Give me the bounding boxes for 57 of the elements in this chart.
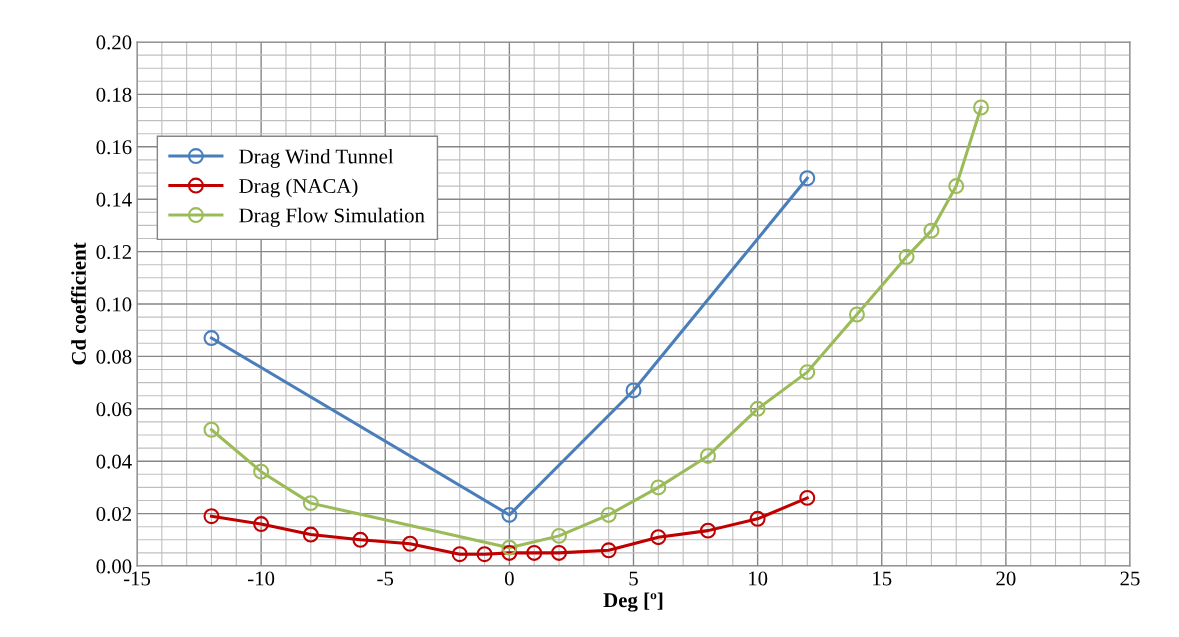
point: [699, 447, 716, 464]
point: [551, 544, 568, 561]
x-tick-label: 0: [504, 571, 514, 586]
point: [848, 306, 865, 323]
point: [600, 506, 617, 523]
point: [501, 544, 518, 561]
point: [501, 506, 518, 523]
legend-label: Drag Wind Tunnel: [239, 148, 394, 168]
point: [451, 546, 468, 563]
legend-label: Drag Flow Simulation: [239, 207, 425, 227]
x-tick-label: 25: [1120, 571, 1140, 586]
x-axis-title: Deg [º]: [603, 592, 663, 612]
x-tick-label: -5: [377, 571, 394, 586]
point: [600, 542, 617, 559]
point: [302, 495, 319, 512]
point: [973, 99, 990, 116]
point: [352, 531, 369, 548]
point: [799, 364, 816, 381]
point: [749, 400, 766, 417]
y-tick-label: 0.16: [96, 140, 132, 155]
y-tick-label: 0.12: [96, 244, 131, 260]
point: [402, 535, 419, 552]
x-tick-label: 15: [873, 571, 892, 586]
x-tick-label: 20: [996, 571, 1016, 586]
point: [203, 421, 220, 438]
point: [948, 178, 965, 195]
point: [253, 516, 270, 533]
point: [476, 546, 493, 563]
point: [625, 382, 642, 399]
point: [302, 526, 319, 543]
point: [923, 222, 940, 239]
y-tick-label: 0.08: [96, 349, 132, 364]
point: [699, 522, 716, 539]
y-tick-label: 0.04: [96, 454, 132, 469]
y-tick-label: 0.14: [96, 192, 132, 207]
point: [650, 479, 667, 496]
y-tick-label: 0.10: [96, 297, 132, 312]
point: [799, 170, 816, 187]
y-tick-label: 0.06: [96, 402, 132, 417]
x-tick-label: 5: [629, 571, 638, 586]
y-axis-title: Cd coefficient: [71, 242, 86, 365]
point: [203, 508, 220, 525]
point: [799, 489, 816, 506]
y-tick-label: 0.18: [96, 87, 132, 102]
point: [526, 544, 543, 561]
point: [501, 539, 518, 556]
legend-label: Drag (NACA): [239, 178, 358, 198]
point: [650, 529, 667, 546]
point: [253, 463, 270, 480]
x-tick-label: -10: [248, 571, 275, 586]
point: [551, 527, 568, 544]
y-tick-label: 0.02: [96, 506, 131, 522]
y-tick-label: 0.20: [96, 35, 132, 50]
point: [203, 330, 220, 347]
point: [898, 248, 915, 265]
point: [749, 510, 766, 527]
x-tick-label: 10: [749, 571, 768, 586]
